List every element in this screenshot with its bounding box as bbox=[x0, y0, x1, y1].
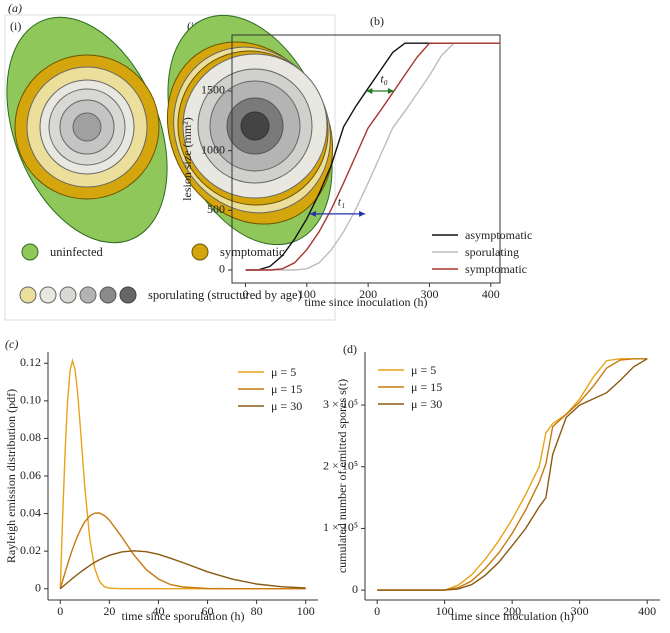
legend-label: μ = 30 bbox=[271, 399, 302, 413]
legend-label: μ = 15 bbox=[411, 380, 442, 394]
legend-swatch bbox=[119, 286, 137, 304]
x-tick-label: 400 bbox=[482, 287, 500, 301]
legend-swatch bbox=[19, 286, 37, 304]
chart: (c) 0 20 40 60 80 100 0 0.02 0.04 0.06 0.08 0.10 0.12… bbox=[4, 337, 318, 623]
lesion-ii bbox=[166, 14, 334, 246]
y-axis-label: cumulated number of emitted spores s(t) bbox=[335, 379, 349, 573]
x-tick-label: 300 bbox=[420, 287, 438, 301]
data-line bbox=[59, 358, 306, 590]
arrow-head bbox=[366, 87, 373, 94]
lesion-i bbox=[6, 16, 168, 244]
legend-swatch bbox=[39, 286, 57, 304]
sub-label: (i) bbox=[10, 19, 21, 33]
data-line bbox=[59, 512, 306, 590]
legend-label: μ = 30 bbox=[411, 397, 442, 411]
x-tick-label: 0 bbox=[242, 287, 248, 301]
plot-frame bbox=[231, 34, 501, 284]
y-tick-label: 0 bbox=[352, 582, 358, 596]
legend-swatch bbox=[191, 243, 209, 261]
panel-label: (d) bbox=[343, 342, 357, 356]
legend-label: sporulating (structured by age) bbox=[148, 288, 302, 302]
annotation-label: t₁ bbox=[338, 195, 346, 209]
data-line bbox=[59, 550, 306, 590]
ring bbox=[72, 112, 102, 142]
x-axis-label: time since inoculation (h) bbox=[305, 295, 428, 309]
legend-label: sporulating bbox=[465, 245, 519, 259]
y-tick-label: 0 bbox=[219, 262, 225, 276]
x-tick-label: 0 bbox=[374, 604, 380, 618]
legend-label: symptomatic bbox=[220, 245, 285, 259]
x-tick-label: 200 bbox=[503, 604, 521, 618]
legend-swatch bbox=[79, 286, 97, 304]
legend-swatch bbox=[99, 286, 117, 304]
x-tick-label: 20 bbox=[103, 604, 115, 618]
legend-swatch bbox=[59, 286, 77, 304]
legend-swatch bbox=[21, 243, 39, 261]
x-axis-label: time since sporulation (h) bbox=[122, 609, 245, 623]
y-tick-label: 0.02 bbox=[20, 543, 41, 557]
legend-label: μ = 5 bbox=[411, 363, 436, 377]
annotation-label: t₀ bbox=[380, 72, 388, 86]
data-line bbox=[377, 358, 648, 591]
legend-label: asymptomatic bbox=[465, 228, 532, 242]
x-axis-label: time since inoculation (h) bbox=[451, 609, 574, 623]
panel-label: (b) bbox=[370, 14, 384, 28]
data-line bbox=[245, 42, 500, 271]
arrow-head bbox=[309, 210, 316, 217]
x-tick-label: 300 bbox=[571, 604, 589, 618]
y-tick-label: 0.12 bbox=[20, 355, 41, 369]
legend-label: symptomatic bbox=[465, 262, 527, 276]
y-tick-label: 1000 bbox=[201, 142, 225, 156]
y-tick-label: 0 bbox=[35, 580, 41, 594]
data-line bbox=[377, 358, 648, 591]
y-tick-label: 0.06 bbox=[20, 468, 41, 482]
x-tick-label: 100 bbox=[436, 604, 454, 618]
panel-a: (a) (i) (ii) uninfected symptomatic bbox=[4, 1, 336, 321]
legend-label: uninfected bbox=[50, 245, 104, 259]
y-axis-label: lesion size (mm²) bbox=[180, 117, 194, 201]
y-tick-label: 0.08 bbox=[20, 430, 41, 444]
panel-label: (a) bbox=[8, 1, 22, 15]
x-tick-label: 0 bbox=[57, 604, 63, 618]
x-tick-label: 40 bbox=[152, 604, 164, 618]
chart: (d) 0 100 200 300 400 0 1 × 10⁵ 2 × 10⁵ 3 × 10⁵ ti… bbox=[323, 342, 660, 623]
y-tick-label: 1 × 10⁵ bbox=[323, 520, 358, 534]
x-tick-label: 200 bbox=[359, 287, 377, 301]
x-tick-label: 80 bbox=[251, 604, 263, 618]
legend-label: μ = 5 bbox=[271, 365, 296, 379]
x-tick-label: 60 bbox=[202, 604, 214, 618]
y-tick-label: 0.10 bbox=[20, 393, 41, 407]
x-tick-label: 100 bbox=[298, 287, 316, 301]
data-line bbox=[377, 358, 648, 591]
chart: (b) 0 100 200 300 400 0 500 1000 1500 time since i… bbox=[180, 14, 533, 309]
y-axis-label: Rayleigh emission distribution (pdf) bbox=[4, 389, 18, 563]
y-tick-label: 3 × 10⁵ bbox=[323, 397, 358, 411]
y-tick-label: 500 bbox=[207, 202, 225, 216]
x-tick-label: 400 bbox=[638, 604, 656, 618]
y-tick-label: 0.04 bbox=[20, 505, 41, 519]
y-tick-label: 1500 bbox=[201, 83, 225, 97]
arrow-head bbox=[359, 210, 366, 217]
panel-frame bbox=[4, 14, 336, 321]
arrow-head bbox=[387, 87, 394, 94]
ring bbox=[240, 111, 270, 141]
x-tick-label: 100 bbox=[297, 604, 315, 618]
panel-label: (c) bbox=[5, 337, 18, 351]
y-tick-label: 2 × 10⁵ bbox=[323, 458, 358, 472]
legend-label: μ = 15 bbox=[271, 382, 302, 396]
